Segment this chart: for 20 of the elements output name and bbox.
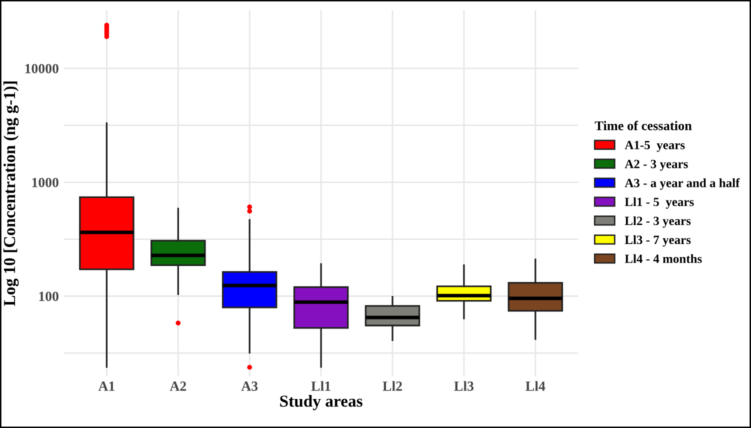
y-tick-label: 1000: [32, 178, 58, 188]
legend-label: A2 - 3 years: [624, 160, 688, 171]
legend-label: A3 - a year and a half: [624, 178, 740, 190]
y-tick-label: 10000: [25, 64, 58, 74]
legend-label: Ll4 - 4 months: [624, 254, 702, 264]
legend-label: Ll1 - 5 years: [624, 197, 694, 209]
x-tick-label: A3: [241, 382, 258, 391]
x-tick-label: A1: [98, 382, 114, 391]
x-tick-label: A2: [170, 382, 186, 391]
x-tick-label: Ll2: [382, 381, 402, 391]
y-axis-title: Log 10 [Concentration (ng g-1)]: [3, 82, 19, 306]
x-tick-label: Ll3: [454, 381, 474, 391]
legend-label: Ll2 - 3 years: [624, 216, 691, 228]
x-tick-label: Ll1: [311, 381, 330, 391]
legend-label: A1-5 years: [624, 140, 685, 152]
y-tick-label: 100: [39, 292, 58, 302]
legend-title: Time of cessation: [594, 120, 692, 130]
x-axis-title: Study areas: [280, 395, 362, 410]
x-tick-label: Ll4: [526, 381, 546, 391]
legend-label: Ll3 - 7 years: [624, 235, 691, 247]
